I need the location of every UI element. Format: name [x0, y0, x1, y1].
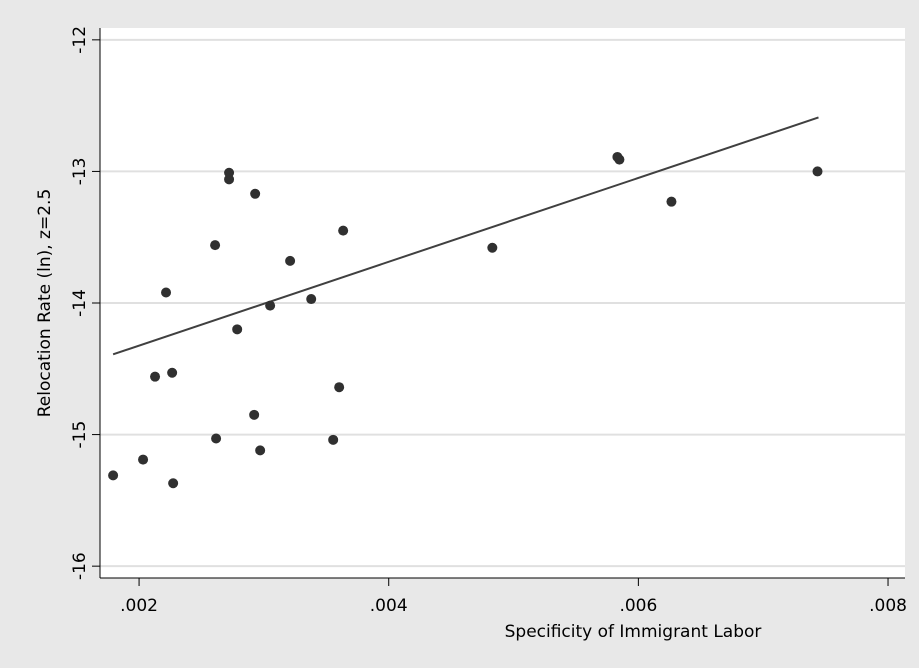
x-tick-label: .002	[120, 596, 158, 616]
point	[224, 174, 235, 185]
point	[168, 478, 179, 489]
x-tick-label: .006	[619, 596, 657, 616]
point	[306, 294, 317, 305]
point	[161, 287, 172, 298]
y-tick-label: -13	[70, 158, 90, 186]
point	[334, 382, 345, 393]
x-tick-label: .008	[869, 596, 907, 616]
y-tick-label: -15	[70, 421, 90, 449]
fit-line	[112, 116, 819, 356]
point	[211, 433, 222, 444]
point	[812, 166, 823, 177]
point	[167, 367, 178, 378]
point	[232, 324, 243, 335]
point	[150, 371, 161, 382]
point	[255, 445, 266, 456]
point	[487, 242, 498, 253]
point	[265, 300, 276, 311]
y-tick-label: -12	[70, 26, 90, 54]
point	[249, 409, 260, 420]
point	[210, 240, 221, 251]
point	[338, 225, 349, 236]
point	[138, 454, 149, 465]
x-tick-label: .004	[370, 596, 408, 616]
y-axis-label: Relocation Rate (ln), z=2.5	[35, 189, 55, 418]
point	[285, 255, 296, 266]
y-tick-label: -16	[70, 552, 90, 580]
point	[614, 154, 625, 165]
point	[250, 188, 261, 199]
x-axis-label: Specificity of Immigrant Labor	[505, 622, 762, 642]
point	[328, 434, 339, 445]
point	[108, 470, 119, 481]
point	[666, 196, 677, 207]
y-tick-label: -14	[70, 289, 90, 317]
